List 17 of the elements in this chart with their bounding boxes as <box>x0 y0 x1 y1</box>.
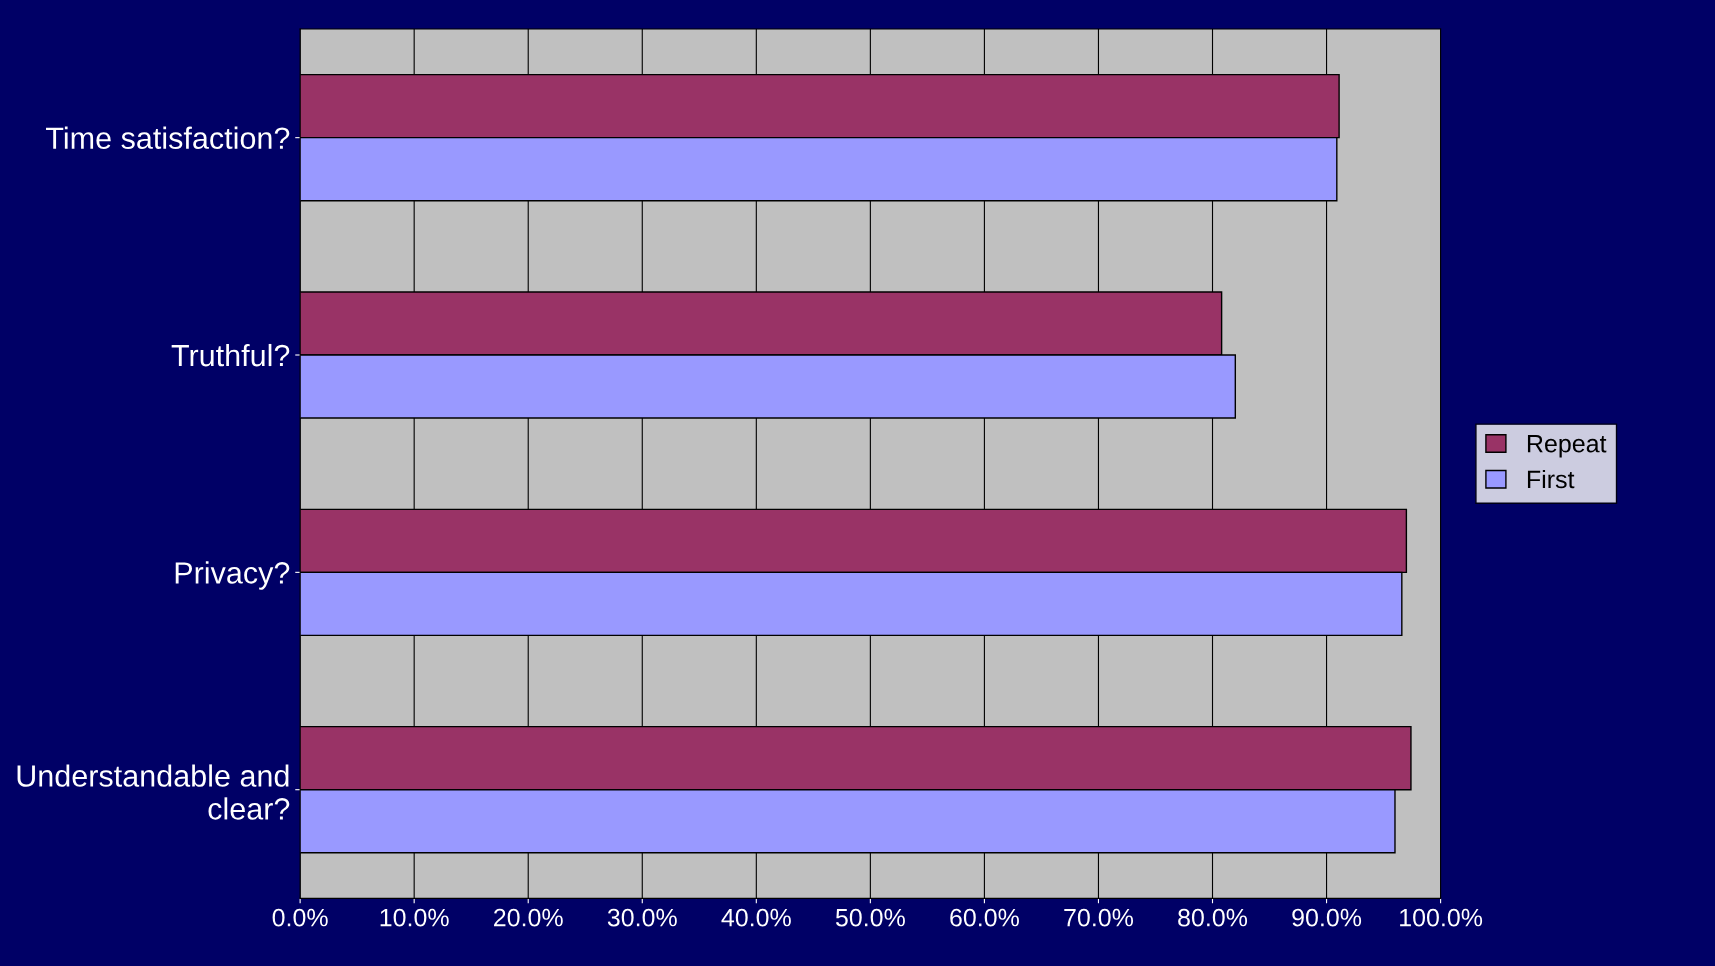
x-tick-label: 0.0% <box>272 908 328 927</box>
x-tick-label: 50.0% <box>835 908 905 927</box>
x-tick-label: 20.0% <box>494 908 563 927</box>
x-tick-label: 60.0% <box>950 908 1019 927</box>
legend-label: First <box>1527 469 1575 489</box>
x-tick-label: 40.0% <box>721 908 791 927</box>
y-tick-label: Time satisfaction? <box>46 126 290 150</box>
x-tick-label: 70.0% <box>1064 908 1134 927</box>
y-tick-label: Understandable and clear? <box>17 764 290 820</box>
y-tick-label: Privacy? <box>175 561 290 590</box>
x-tick-label: 100.0% <box>1400 908 1483 927</box>
x-tick-label: 80.0% <box>1178 908 1248 927</box>
y-tick-label: Truthful? <box>171 343 290 367</box>
x-tick-label: 90.0% <box>1292 908 1362 927</box>
legend-label: Repeat <box>1527 435 1607 458</box>
x-tick-label: 10.0% <box>380 908 449 927</box>
x-tick-label: 30.0% <box>607 908 677 927</box>
